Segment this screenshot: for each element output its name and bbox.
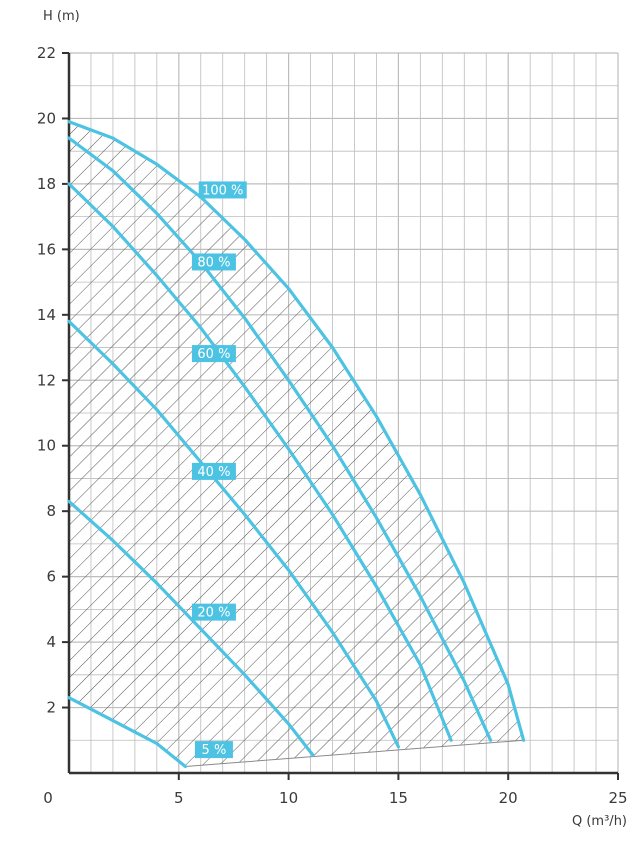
y-tick-label: 2 xyxy=(46,699,56,717)
y-tick-label: 20 xyxy=(37,109,56,127)
x-tick-label: 0 xyxy=(43,789,53,807)
series-line-2 xyxy=(67,182,453,742)
y-tick-label: 14 xyxy=(37,306,56,324)
x-tick-label: 20 xyxy=(499,789,518,807)
series-label-bg xyxy=(191,345,236,363)
series-label: 100 % xyxy=(202,183,243,198)
y-tick-label: 12 xyxy=(37,371,56,389)
y-tick-label: 8 xyxy=(46,502,56,520)
series-label: 40 % xyxy=(197,465,230,480)
series-label-bg xyxy=(191,253,236,271)
series-label-bg xyxy=(191,462,236,480)
series-label-bg xyxy=(191,603,236,621)
series-label: 5 % xyxy=(202,743,227,758)
y-tick-label: 6 xyxy=(46,568,56,586)
y-tick-label: 22 xyxy=(37,44,56,62)
y-tick-label: 16 xyxy=(37,240,56,258)
x-tick-label: 15 xyxy=(389,789,408,807)
series-label: 20 % xyxy=(197,606,230,621)
y-tick-label: 18 xyxy=(37,175,56,193)
y-axis-label: H (m) xyxy=(43,9,80,24)
min-head-boundary xyxy=(185,739,524,767)
operating-range-hatch xyxy=(69,121,524,767)
series-line-4 xyxy=(67,499,315,757)
series-line-1 xyxy=(67,136,493,742)
x-axis-label: Q (m³/h) xyxy=(572,814,627,829)
series-line-0 xyxy=(67,120,526,742)
x-tick-label: 25 xyxy=(608,789,627,807)
x-tick-label: 5 xyxy=(174,789,184,807)
y-tick-label: 4 xyxy=(46,633,56,651)
series-label: 60 % xyxy=(197,347,230,362)
series-label-bg xyxy=(194,741,233,759)
x-tick-label: 10 xyxy=(279,789,298,807)
y-tick-label: 10 xyxy=(37,437,56,455)
series-label: 80 % xyxy=(197,255,230,270)
series-line-5 xyxy=(67,696,187,769)
series-group xyxy=(67,120,526,769)
series-label-bg xyxy=(198,181,247,199)
series-labels: 100 % 80 % 60 % 40 % 20 % 5 % xyxy=(191,181,247,759)
series-line-3 xyxy=(67,319,400,749)
axes: 2 4 6 8 10 12 14 16 18 20 22 0 5 10 15 20 25 xyxy=(37,44,628,807)
